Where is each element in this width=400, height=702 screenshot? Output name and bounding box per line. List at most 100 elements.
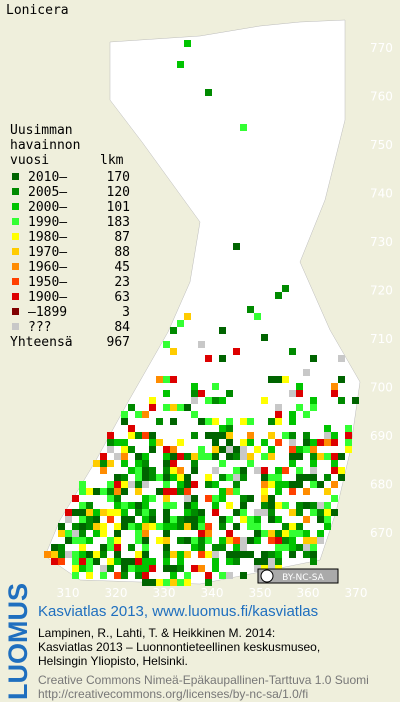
- occurrence-square: [93, 551, 100, 558]
- occurrence-square: [233, 537, 240, 544]
- occurrence-square: [205, 453, 212, 460]
- occurrence-square: [247, 439, 254, 446]
- occurrence-square: [331, 453, 338, 460]
- occurrence-square: [331, 432, 338, 439]
- occurrence-square: [268, 474, 275, 481]
- occurrence-square: [296, 446, 303, 453]
- occurrence-square: [121, 411, 128, 418]
- occurrence-square: [219, 488, 226, 495]
- occurrence-square: [254, 558, 261, 565]
- occurrence-square: [121, 474, 128, 481]
- occurrence-square: [163, 474, 170, 481]
- occurrence-square: [240, 446, 247, 453]
- occurrence-square: [107, 516, 114, 523]
- occurrence-square: [79, 544, 86, 551]
- occurrence-square: [142, 502, 149, 509]
- license: http://creativecommons.org/licenses/by-n…: [38, 687, 308, 701]
- occurrence-square: [303, 537, 310, 544]
- occurrence-square: [100, 565, 107, 572]
- northing-label: 740: [370, 187, 393, 201]
- legend-swatch: [12, 218, 19, 225]
- occurrence-square: [352, 397, 359, 404]
- occurrence-square: [233, 348, 240, 355]
- occurrence-square: [310, 502, 317, 509]
- occurrence-square: [142, 411, 149, 418]
- occurrence-square: [121, 565, 128, 572]
- legend-count: 45: [114, 260, 130, 275]
- occurrence-square: [205, 474, 212, 481]
- occurrence-square: [303, 488, 310, 495]
- occurrence-square: [142, 523, 149, 530]
- occurrence-square: [240, 502, 247, 509]
- legend-swatch: [12, 293, 19, 300]
- occurrence-square: [114, 544, 121, 551]
- occurrence-square: [275, 418, 282, 425]
- occurrence-square: [275, 404, 282, 411]
- occurrence-square: [212, 383, 219, 390]
- occurrence-square: [275, 502, 282, 509]
- occurrence-square: [177, 523, 184, 530]
- occurrence-square: [72, 565, 79, 572]
- occurrence-square: [282, 544, 289, 551]
- occurrence-square: [100, 572, 107, 579]
- occurrence-square: [79, 530, 86, 537]
- occurrence-square: [191, 565, 198, 572]
- citation: Kasviatlas 2013 – Luonnontieteellinen ke…: [38, 640, 320, 654]
- occurrence-square: [212, 397, 219, 404]
- occurrence-square: [247, 523, 254, 530]
- occurrence-square: [149, 467, 156, 474]
- occurrence-square: [163, 551, 170, 558]
- occurrence-square: [170, 572, 177, 579]
- occurrence-square: [310, 509, 317, 516]
- occurrence-square: [51, 544, 58, 551]
- legend-label: 1900–: [28, 290, 67, 305]
- occurrence-square: [331, 467, 338, 474]
- occurrence-square: [184, 481, 191, 488]
- occurrence-square: [289, 544, 296, 551]
- occurrence-square: [86, 551, 93, 558]
- legend-label: 2000–: [28, 200, 67, 215]
- occurrence-square: [261, 481, 268, 488]
- northing-label: 690: [370, 429, 393, 443]
- footer-link[interactable]: Kasviatlas 2013, www.luomus.fi/kasviatla…: [38, 603, 318, 620]
- legend-count: 170: [107, 170, 130, 185]
- occurrence-square: [254, 446, 261, 453]
- occurrence-square: [86, 537, 93, 544]
- occurrence-square: [191, 544, 198, 551]
- occurrence-square: [289, 488, 296, 495]
- occurrence-square: [170, 474, 177, 481]
- legend-count: 23: [114, 275, 130, 290]
- occurrence-square: [303, 544, 310, 551]
- occurrence-square: [338, 355, 345, 362]
- occurrence-square: [72, 523, 79, 530]
- occurrence-square: [184, 502, 191, 509]
- occurrence-square: [296, 481, 303, 488]
- badge-box: [257, 568, 339, 584]
- occurrence-square: [324, 425, 331, 432]
- occurrence-square: [163, 446, 170, 453]
- legend-label: 1950–: [28, 275, 67, 290]
- occurrence-square: [219, 495, 226, 502]
- occurrence-square: [261, 453, 268, 460]
- easting-label: 360: [297, 586, 320, 600]
- occurrence-square: [191, 390, 198, 397]
- occurrence-square: [93, 460, 100, 467]
- occurrence-square: [240, 453, 247, 460]
- license-badge: BY-NC-SA: [257, 568, 339, 584]
- occurrence-square: [254, 516, 261, 523]
- occurrence-square: [177, 453, 184, 460]
- occurrence-square: [261, 502, 268, 509]
- legend-count: 84: [114, 320, 130, 335]
- occurrence-square: [170, 523, 177, 530]
- occurrence-square: [226, 502, 233, 509]
- occurrence-square: [142, 544, 149, 551]
- occurrence-square: [149, 474, 156, 481]
- occurrence-square: [58, 523, 65, 530]
- occurrence-square: [107, 439, 114, 446]
- occurrence-square: [107, 446, 114, 453]
- occurrence-squares: [44, 40, 359, 586]
- occurrence-square: [275, 474, 282, 481]
- occurrence-square: [226, 516, 233, 523]
- occurrence-square: [177, 516, 184, 523]
- occurrence-square: [121, 509, 128, 516]
